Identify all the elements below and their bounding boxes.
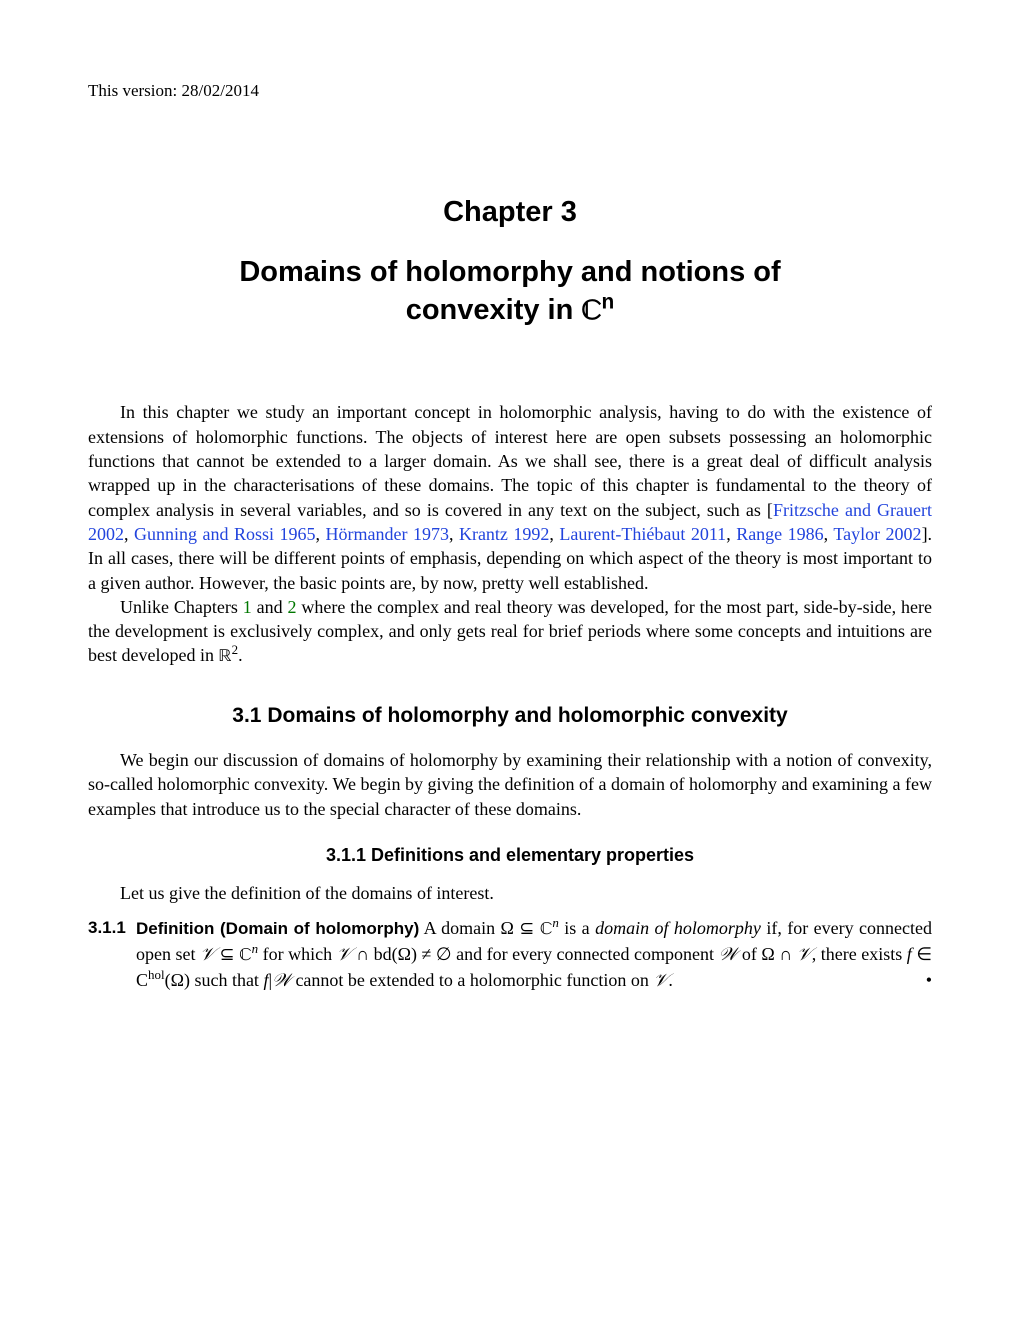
chapter-title-exp: n	[602, 290, 615, 313]
citation-gunning-rossi[interactable]: Gunning and Rossi 1965	[134, 524, 315, 544]
chapter-title-line2-prefix: convexity in	[406, 294, 582, 326]
intro-paragraph-1: In this chapter we study an important co…	[88, 400, 932, 594]
def-hol: hol	[148, 967, 165, 982]
citation-range[interactable]: Range 1986	[736, 524, 823, 544]
citation-laurent-thiebaut[interactable]: Laurent-Thiébaut 2011	[559, 524, 726, 544]
def-h: , there exists	[812, 944, 907, 964]
sep: ,	[449, 524, 459, 544]
qed-bullet-icon: •	[926, 968, 932, 992]
definition-block: 3.1.1 Definition (Domain of holomorphy) …	[88, 916, 932, 993]
def-o: .	[668, 970, 673, 990]
def-n: cannot be extended to a holomorphic func…	[291, 970, 653, 990]
def-W1: 𝒲	[719, 944, 738, 964]
definition-number: 3.1.1	[88, 916, 136, 940]
chapter-title-symbol: ℂ	[581, 297, 601, 326]
subsection-paragraph: Let us give the definition of the domain…	[88, 881, 932, 905]
def-W2: 𝒲	[272, 970, 291, 990]
subsection-title: 3.1.1 Definitions and elementary propert…	[88, 843, 932, 867]
def-Cn-sym: ℂ	[540, 921, 553, 939]
section-paragraph: We begin our discussion of domains of ho…	[88, 748, 932, 821]
chapter-title: Domains of holomorphy and notions of con…	[88, 254, 932, 330]
version-line: This version: 28/02/2014	[88, 80, 932, 103]
def-b: is a	[559, 918, 595, 938]
def-V2: 𝒱	[337, 944, 352, 964]
def-d: ⊆	[215, 944, 239, 964]
def-k: (Ω) such that	[165, 970, 264, 990]
definition-content: Definition (Domain of holomorphy) A doma…	[136, 916, 932, 993]
intro2-d: .	[238, 645, 243, 665]
def-term: domain of holomorphy	[595, 918, 761, 938]
sep: ,	[549, 524, 559, 544]
chapter-ref-1[interactable]: 1	[243, 597, 252, 617]
chapter-number: Chapter 3	[88, 193, 932, 232]
citation-taylor[interactable]: Taylor 2002	[833, 524, 921, 544]
def-a: A domain Ω ⊆	[419, 918, 540, 938]
def-f: ∩ bd(Ω) ≠ ∅ and for every connected comp…	[352, 944, 719, 964]
intro2-a: Unlike Chapters	[120, 597, 243, 617]
intro2-b: and	[252, 597, 288, 617]
definition-label: Definition (Domain of holomorphy)	[136, 919, 419, 938]
sep: ,	[824, 524, 834, 544]
sep: ,	[315, 524, 325, 544]
real-symbol: ℝ	[218, 648, 231, 666]
citation-hormander[interactable]: Hörmander 1973	[325, 524, 448, 544]
def-V1: 𝒱	[200, 944, 215, 964]
def-V3: 𝒱	[797, 944, 812, 964]
sep: ,	[124, 524, 134, 544]
citation-krantz[interactable]: Krantz 1992	[459, 524, 549, 544]
section-title: 3.1 Domains of holomorphy and holomorphi…	[88, 702, 932, 730]
def-g: of Ω ∩	[737, 944, 796, 964]
chapter-title-line1: Domains of holomorphy and notions of	[239, 256, 780, 288]
intro-paragraph-2: Unlike Chapters 1 and 2 where the comple…	[88, 595, 932, 670]
sep: ,	[726, 524, 736, 544]
def-e: for which	[258, 944, 337, 964]
def-Cn2-sym: ℂ	[239, 947, 252, 965]
def-V4: 𝒱	[653, 970, 668, 990]
